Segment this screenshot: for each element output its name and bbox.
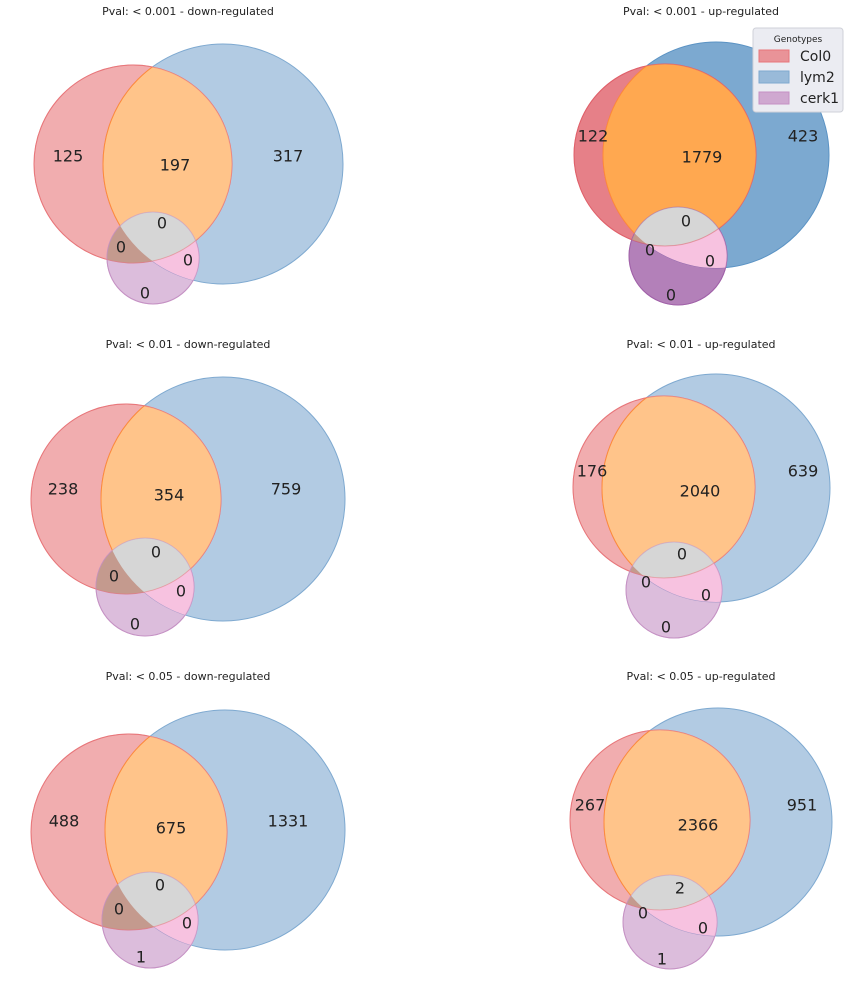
venn-panel-5: Pval: < 0.05 - down-regulated 488 675 1331 0… (30, 670, 346, 969)
count-col0-lym2-cerk1: 0 (677, 545, 687, 564)
count-lym2-only: 639 (788, 462, 819, 481)
legend-swatch-col0 (758, 49, 790, 63)
count-col0-cerk1: 0 (641, 573, 651, 592)
count-col0-lym2: 675 (156, 819, 187, 838)
legend-label-lym2: lym2 (800, 70, 835, 86)
venn-panel-6: Pval: < 0.05 - up-regulated 267 2366 951 2 0 0… (569, 670, 833, 970)
legend: Genotypes Col0 lym2 cerk1 (752, 27, 844, 113)
count-col0-lym2-cerk1: 0 (157, 214, 167, 233)
count-lym2-only: 1331 (268, 812, 309, 831)
count-lym2-only: 423 (788, 127, 819, 146)
all-three-region (105, 872, 198, 930)
legend-title: Genotypes (774, 35, 823, 45)
legend-swatch-lym2 (758, 70, 790, 84)
count-col0-cerk1: 0 (116, 238, 126, 257)
venn-panel-3: Pval: < 0.01 - down-regulated 238 354 759 0 0… (30, 338, 346, 637)
count-col0-lym2: 197 (160, 156, 191, 175)
count-cerk1-only: 1 (657, 950, 667, 969)
panel-title: Pval: < 0.01 - down-regulated (106, 338, 271, 351)
all-three-region (107, 212, 199, 263)
venn-panel-1: Pval: < 0.001 - down-regulated 125 197 317 0… (33, 5, 344, 305)
count-col0-only: 122 (578, 127, 609, 146)
legend-swatch-cerk1 (758, 91, 790, 105)
count-cerk1-only: 0 (666, 286, 676, 305)
panel-title: Pval: < 0.05 - down-regulated (106, 670, 271, 683)
count-cerk1-only: 0 (130, 615, 140, 634)
count-col0-only: 238 (48, 480, 79, 499)
count-col0-lym2: 2366 (678, 816, 719, 835)
legend-label-cerk1: cerk1 (800, 91, 839, 107)
panel-title: Pval: < 0.01 - up-regulated (626, 338, 775, 351)
count-lym2-cerk1: 0 (701, 586, 711, 605)
count-lym2-cerk1: 0 (176, 582, 186, 601)
count-col0-lym2-cerk1: 0 (155, 876, 165, 895)
count-col0-lym2: 354 (154, 486, 185, 505)
count-col0-lym2-cerk1: 0 (681, 212, 691, 231)
count-col0-cerk1: 0 (109, 567, 119, 586)
count-col0-cerk1: 0 (638, 904, 648, 923)
legend-label-col0: Col0 (800, 49, 831, 65)
all-three-region (101, 538, 194, 594)
all-three-region (629, 207, 727, 246)
count-lym2-cerk1: 0 (183, 251, 193, 270)
count-cerk1-only: 1 (136, 948, 146, 967)
count-lym2-cerk1: 0 (698, 919, 708, 938)
legend-box (752, 27, 844, 113)
count-col0-only: 488 (49, 812, 80, 831)
count-col0-only: 125 (53, 147, 84, 166)
count-lym2-only: 759 (271, 480, 302, 499)
count-col0-lym2: 2040 (680, 482, 721, 501)
count-cerk1-only: 0 (661, 618, 671, 637)
count-lym2-cerk1: 0 (705, 252, 715, 271)
count-lym2-only: 951 (787, 796, 818, 815)
panel-title: Pval: < 0.05 - up-regulated (626, 670, 775, 683)
count-col0-lym2-cerk1: 0 (151, 543, 161, 562)
panel-title: Pval: < 0.001 - up-regulated (623, 5, 779, 18)
venn-panel-4: Pval: < 0.01 - up-regulated 176 2040 639 0 0 0… (572, 338, 831, 639)
count-lym2-only: 317 (273, 147, 304, 166)
all-three-region (626, 542, 722, 578)
count-col0-only: 267 (575, 796, 606, 815)
count-cerk1-only: 0 (140, 284, 150, 303)
count-col0-cerk1: 0 (645, 241, 655, 260)
count-col0-only: 176 (577, 462, 608, 481)
count-col0-cerk1: 0 (114, 900, 124, 919)
panel-title: Pval: < 0.001 - down-regulated (102, 5, 274, 18)
count-col0-lym2: 1779 (682, 148, 723, 167)
all-three-region (623, 875, 717, 910)
count-lym2-cerk1: 0 (182, 914, 192, 933)
count-col0-lym2-cerk1: 2 (675, 879, 685, 898)
